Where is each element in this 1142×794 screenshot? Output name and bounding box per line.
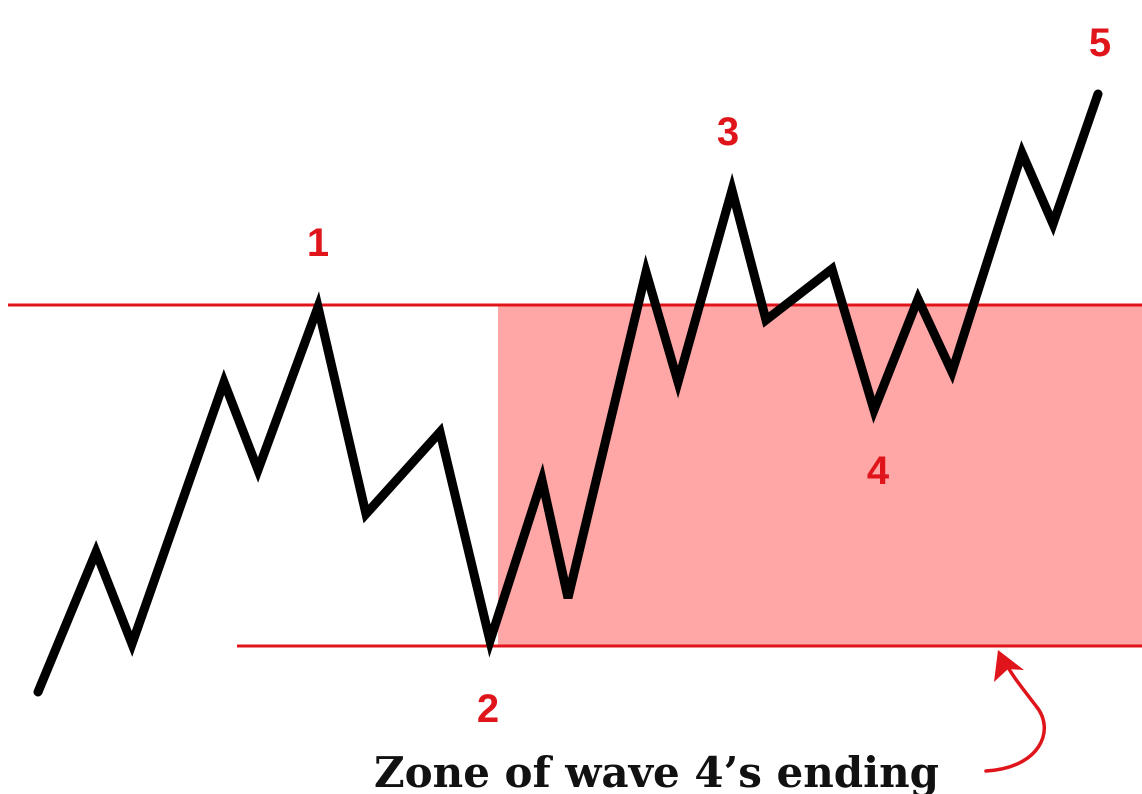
wave-4-ending-zone bbox=[498, 305, 1142, 646]
wave-4-label: 4 bbox=[867, 449, 890, 493]
wave-3-label: 3 bbox=[717, 110, 739, 154]
wave-2-label: 2 bbox=[477, 687, 499, 731]
zone-caption: Zone of wave 4’s ending bbox=[374, 748, 939, 794]
price-path bbox=[33, 89, 1103, 697]
arrowhead-icon bbox=[994, 650, 1024, 682]
wave-5-label: 5 bbox=[1089, 21, 1111, 65]
wave-1-label: 1 bbox=[307, 221, 329, 265]
curved-arrow-icon bbox=[984, 658, 1046, 773]
